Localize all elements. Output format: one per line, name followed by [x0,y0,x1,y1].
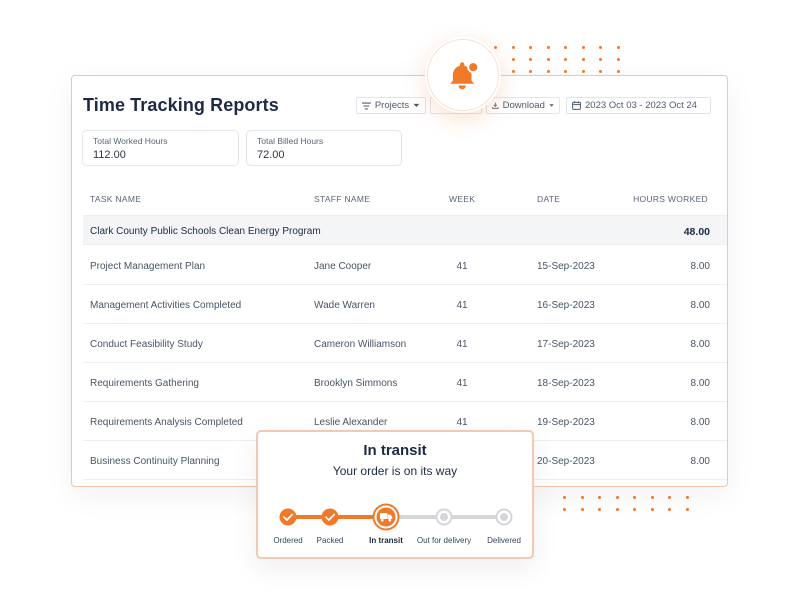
projects-dropdown[interactable]: Projects [356,97,426,114]
cell-week: 41 [456,378,468,389]
cell-week: 41 [456,300,468,311]
cell-staff: Cameron Williamson [314,339,407,350]
cell-staff: Brooklyn Simmons [314,378,398,389]
stat-label: Total Billed Hours [257,136,324,146]
decorative-dots-bottom [563,496,689,511]
stat-value: 112.00 [93,149,126,161]
download-icon [492,102,499,109]
download-dropdown[interactable]: Download [486,97,560,114]
cell-hours: 8.00 [690,339,710,350]
cell-date: 17-Sep-2023 [537,339,595,350]
column-header-week: WEEK [449,194,476,204]
cell-hours: 8.00 [690,456,710,467]
cell-week: 41 [456,339,468,350]
decorative-dots-top [494,46,620,73]
shipment-status-card: In transit Your order is on its way [256,430,534,559]
cell-date: 18-Sep-2023 [537,378,595,389]
truck-icon [380,513,393,522]
cell-task: Business Continuity Planning [90,456,220,467]
step-ordered-marker [279,508,297,526]
step-label-packed: Packed [316,536,344,545]
step-out-for-delivery-marker [435,508,453,526]
cell-staff: Jane Cooper [314,261,372,272]
filter-lines-icon [362,102,371,109]
table-row[interactable]: Requirements Gathering Brooklyn Simmons … [83,363,727,402]
table-row[interactable]: Project Management Plan Jane Cooper 41 1… [83,246,727,285]
cell-hours: 8.00 [690,300,710,311]
cell-week: 41 [456,417,468,428]
step-label-in-transit: In transit [369,536,403,545]
date-range-label: 2023 Oct 03 - 2023 Oct 24 [585,100,697,111]
check-icon [325,513,336,521]
column-header-staff: STAFF NAME [314,194,371,204]
column-header-hours: HOURS WORKED [633,194,708,204]
column-header-task: TASK NAME [90,194,142,204]
stat-total-worked-hours: Total Worked Hours 112.00 [82,130,239,166]
step-label-out-for-delivery: Out for delivery [416,536,472,545]
cell-hours: 8.00 [690,261,710,272]
caret-down-icon [549,104,554,107]
notification-button[interactable] [425,37,501,113]
cell-task: Requirements Analysis Completed [90,417,243,428]
step-delivered-marker [495,508,513,526]
calendar-icon [572,101,581,110]
cell-task: Conduct Feasibility Study [90,339,203,350]
column-header-date: DATE [537,194,561,204]
project-group-row[interactable]: Clark County Public Schools Clean Energy… [83,215,727,245]
report-card: Time Tracking Reports Projects Download … [71,75,728,487]
projects-label: Projects [374,100,410,111]
download-label: Download [502,100,545,111]
cell-hours: 8.00 [690,378,710,389]
step-in-transit-marker [372,503,400,531]
stat-label: Total Worked Hours [93,136,168,146]
cell-date: 16-Sep-2023 [537,300,595,311]
date-range-picker[interactable]: 2023 Oct 03 - 2023 Oct 24 [566,97,711,114]
cell-date: 15-Sep-2023 [537,261,595,272]
project-group-total: 48.00 [683,226,710,238]
stat-value: 72.00 [257,149,285,161]
page-title: Time Tracking Reports [83,95,279,115]
step-label-delivered: Delivered [487,536,521,545]
cell-date: 19-Sep-2023 [537,417,595,428]
cell-task: Project Management Plan [90,261,206,272]
bell-ring [427,39,499,111]
shipment-title: In transit [363,442,427,459]
table-row[interactable]: Management Activities Completed Wade War… [83,285,727,324]
table-row[interactable]: Conduct Feasibility Study Cameron Willia… [83,324,727,363]
project-group-name: Clark County Public Schools Clean Energy… [90,226,321,237]
shipment-subtitle: Your order is on its way [332,464,458,478]
shipment-progress-track [279,503,513,531]
cell-task: Management Activities Completed [90,300,242,311]
cell-date: 20-Sep-2023 [537,456,595,467]
check-icon [283,513,294,521]
cell-staff: Leslie Alexander [314,417,388,428]
step-label-ordered: Ordered [273,536,303,545]
cell-task: Requirements Gathering [90,378,199,389]
step-packed-marker [321,508,339,526]
caret-down-icon [413,103,420,107]
cell-week: 41 [456,261,468,272]
stat-total-billed-hours: Total Billed Hours 72.00 [246,130,402,166]
cell-hours: 8.00 [690,417,710,428]
cell-staff: Wade Warren [314,300,375,311]
